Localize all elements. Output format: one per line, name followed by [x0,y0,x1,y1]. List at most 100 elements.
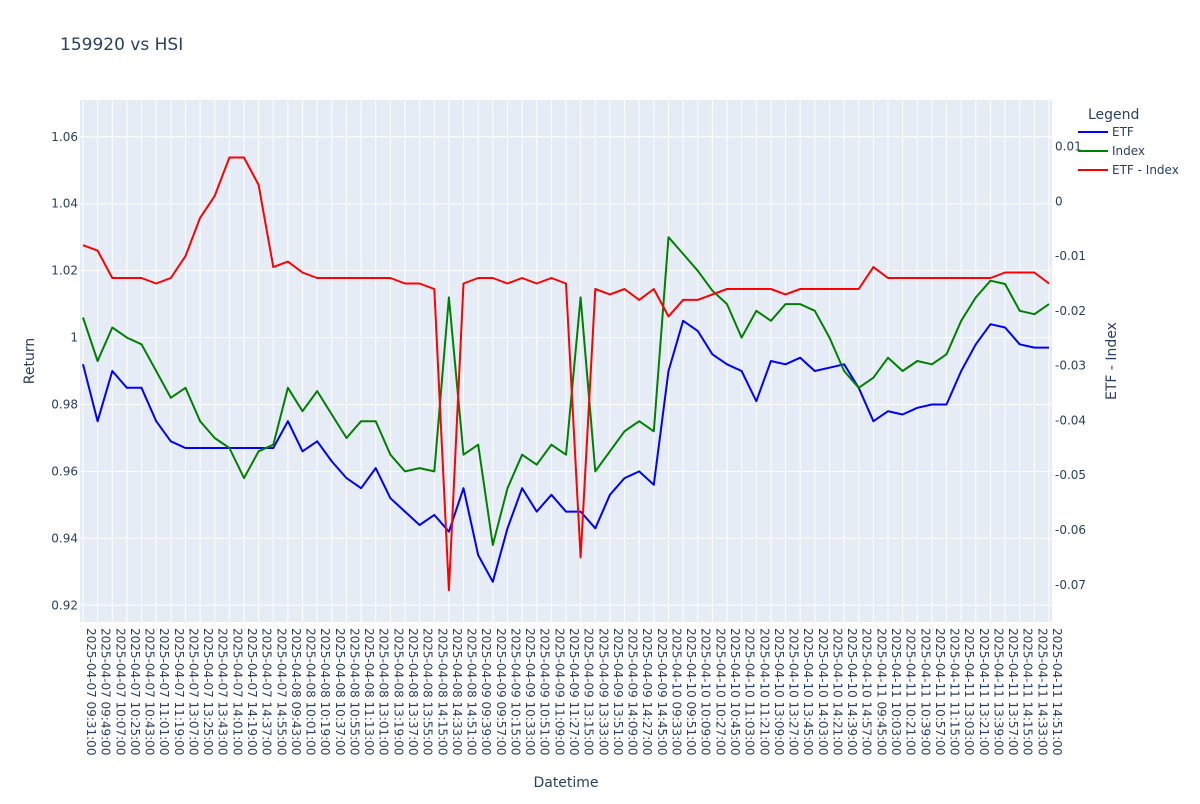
x-tick-label: 2025-04-09 11:09:00 [552,628,566,755]
x-tick-label: 2025-04-09 13:15:00 [582,628,596,755]
y-tick-label: 1 [70,331,78,345]
x-tick-label: 2025-04-07 13:07:00 [186,628,200,755]
x-tick-label: 2025-04-10 14:03:00 [816,628,830,755]
x-tick-label: 2025-04-08 10:55:00 [347,628,361,755]
x-tick-label: 2025-04-08 14:33:00 [450,628,464,755]
legend-title: Legend [1088,107,1139,123]
legend-item-1: Index [1112,144,1145,158]
x-tick-label: 2025-04-10 14:57:00 [860,628,874,755]
x-tick-label: 2025-04-08 09:43:00 [289,628,303,755]
x-tick-label: 2025-04-11 11:15:00 [948,628,962,755]
x-tick-label: 2025-04-09 09:39:00 [479,628,493,755]
x-tick-label: 2025-04-10 09:51:00 [684,628,698,755]
x-tick-label: 2025-04-07 13:25:00 [201,628,215,755]
y2-tick-label: -0.05 [1055,468,1086,482]
x-tick-label: 2025-04-08 13:55:00 [421,628,435,755]
y2-tick-label: -0.06 [1055,523,1086,537]
x-tick-label: 2025-04-11 13:21:00 [977,628,991,755]
x-tick-label: 2025-04-11 14:15:00 [1021,628,1035,755]
series-line-1 [82,236,1050,546]
x-tick-label: 2025-04-09 10:51:00 [538,628,552,755]
y-tick-label: 0.94 [51,531,78,545]
x-tick-label: 2025-04-10 11:03:00 [743,628,757,755]
x-tick-label: 2025-04-07 10:25:00 [128,628,142,755]
series-lines [82,156,1050,592]
x-tick-label: 2025-04-10 13:27:00 [787,628,801,755]
series-line-0 [82,319,1049,583]
y2-axis-ticks: -0.07 -0.06 -0.05 -0.04 -0.03 -0.02 -0.01 0 0.01 [1055,140,1086,592]
x-tick-label: 2025-04-10 11:21:00 [757,628,771,755]
x-tick-label: 2025-04-07 10:43:00 [143,628,157,755]
x-tick-label: 2025-04-07 14:01:00 [230,628,244,755]
y2-tick-label: -0.02 [1055,304,1086,318]
x-tick-label: 2025-04-11 10:03:00 [889,628,903,755]
x-tick-label: 2025-04-11 13:03:00 [962,628,976,755]
x-axis-title: Datetime [533,775,598,791]
x-tick-label: 2025-04-07 11:01:00 [157,628,171,755]
x-tick-label: 2025-04-11 13:57:00 [1006,628,1020,755]
x-tick-label: 2025-04-09 11:27:00 [567,628,581,755]
x-tick-label: 2025-04-10 10:45:00 [728,628,742,755]
x-tick-label: 2025-04-11 10:57:00 [933,628,947,755]
y-tick-label: 1.06 [51,130,78,144]
x-tick-label: 2025-04-09 09:57:00 [494,628,508,755]
y-axis-title: Return [22,338,38,384]
x-tick-label: 2025-04-10 13:45:00 [801,628,815,755]
y-tick-label: 0.98 [51,398,78,412]
x-tick-label: 2025-04-08 13:01:00 [377,628,391,755]
legend: Legend ETF Index ETF - Index [1078,107,1179,177]
y2-tick-label: 0 [1055,194,1063,208]
x-tick-label: 2025-04-09 13:33:00 [596,628,610,755]
y-axis-ticks: 0.92 0.94 0.96 0.98 1 1.02 1.04 1.06 [51,130,78,612]
x-tick-label: 2025-04-10 13:09:00 [772,628,786,755]
x-tick-label: 2025-04-10 10:09:00 [699,628,713,755]
x-tick-label: 2025-04-09 10:15:00 [508,628,522,755]
x-axis-ticks: 2025-04-07 09:31:00 2025-04-07 09:49:00 20… [84,628,1064,755]
x-tick-label: 2025-04-09 13:51:00 [611,628,625,755]
x-tick-label: 2025-04-10 09:33:00 [669,628,683,755]
y2-tick-label: 0.01 [1055,140,1082,154]
x-tick-label: 2025-04-08 11:13:00 [362,628,376,755]
y2-tick-label: -0.01 [1055,249,1086,263]
x-tick-label: 2025-04-10 14:21:00 [830,628,844,755]
x-tick-label: 2025-04-07 14:37:00 [260,628,274,755]
x-tick-label: 2025-04-11 14:51:00 [1050,628,1064,755]
series-line-2 [82,156,1050,592]
x-tick-label: 2025-04-07 13:43:00 [216,628,230,755]
x-tick-label: 2025-04-10 10:27:00 [713,628,727,755]
x-tick-label: 2025-04-11 09:45:00 [874,628,888,755]
y2-tick-label: -0.04 [1055,413,1086,427]
x-tick-label: 2025-04-07 09:31:00 [84,628,98,755]
x-tick-label: 2025-04-07 14:55:00 [274,628,288,755]
x-tick-label: 2025-04-08 10:19:00 [318,628,332,755]
x-tick-label: 2025-04-09 10:33:00 [523,628,537,755]
x-tick-label: 2025-04-11 13:39:00 [991,628,1005,755]
legend-item-2: ETF - Index [1112,163,1179,177]
y-tick-label: 1.02 [51,264,78,278]
y2-tick-label: -0.03 [1055,359,1086,373]
y-tick-label: 1.04 [51,197,78,211]
y-tick-label: 0.96 [51,464,78,478]
x-tick-label: 2025-04-07 11:19:00 [172,628,186,755]
x-tick-label: 2025-04-11 14:33:00 [1035,628,1049,755]
chart-title: 159920 vs HSI [60,35,183,55]
x-tick-label: 2025-04-08 10:37:00 [333,628,347,755]
x-tick-label: 2025-04-09 14:09:00 [626,628,640,755]
x-tick-label: 2025-04-11 10:39:00 [918,628,932,755]
y2-tick-label: -0.07 [1055,578,1086,592]
y-tick-label: 0.92 [51,598,78,612]
x-tick-label: 2025-04-08 10:01:00 [304,628,318,755]
x-tick-label: 2025-04-08 13:37:00 [406,628,420,755]
legend-item-0: ETF [1112,125,1134,139]
x-tick-label: 2025-04-09 14:27:00 [640,628,654,755]
x-tick-label: 2025-04-08 14:51:00 [465,628,479,755]
x-tick-label: 2025-04-11 10:21:00 [904,628,918,755]
x-tick-label: 2025-04-07 09:49:00 [99,628,113,755]
y2-axis-title: ETF - Index [1104,322,1120,400]
x-tick-label: 2025-04-07 14:19:00 [245,628,259,755]
x-tick-label: 2025-04-10 14:39:00 [845,628,859,755]
x-tick-label: 2025-04-07 10:07:00 [113,628,127,755]
x-tick-label: 2025-04-08 14:15:00 [435,628,449,755]
x-tick-label: 2025-04-09 14:45:00 [655,628,669,755]
